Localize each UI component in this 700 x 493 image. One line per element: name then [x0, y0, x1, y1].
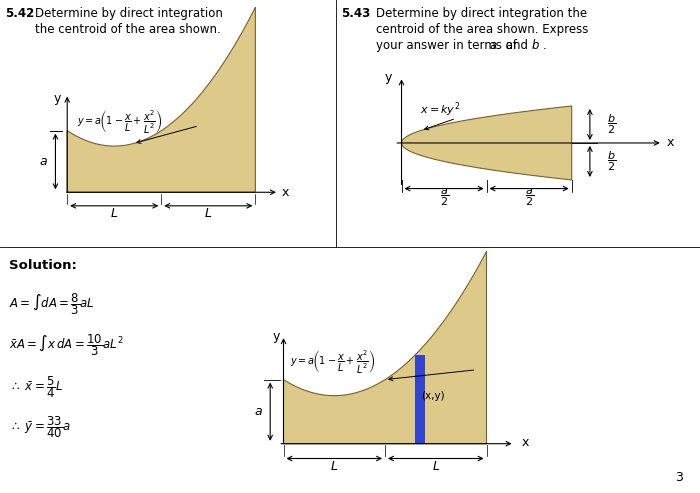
Text: a: a [255, 405, 262, 418]
Text: $A=\int dA=\dfrac{8}{3}aL$: $A=\int dA=\dfrac{8}{3}aL$ [9, 291, 94, 317]
Text: Determine by direct integration the: Determine by direct integration the [376, 7, 587, 20]
Text: .: . [542, 39, 547, 52]
Text: 3: 3 [675, 471, 682, 484]
Text: $\dfrac{b}{2}$: $\dfrac{b}{2}$ [607, 150, 616, 173]
Text: and: and [502, 39, 531, 52]
Text: $y=a\!\left(1-\dfrac{x}{L}+\dfrac{x^2}{L^2}\right)$: $y=a\!\left(1-\dfrac{x}{L}+\dfrac{x^2}{L… [77, 108, 162, 136]
Text: a: a [489, 39, 497, 52]
Text: y: y [53, 92, 61, 105]
Text: your answer in terms of: your answer in terms of [376, 39, 521, 52]
Text: 5.43: 5.43 [342, 7, 371, 20]
Text: x: x [282, 186, 289, 199]
Text: y: y [273, 330, 281, 343]
Text: Solution:: Solution: [9, 259, 77, 272]
Text: x: x [522, 436, 529, 449]
Text: a: a [39, 155, 47, 168]
Text: $\therefore\ \bar{y}=\dfrac{33}{40}a$: $\therefore\ \bar{y}=\dfrac{33}{40}a$ [9, 414, 71, 440]
Text: $L$: $L$ [110, 207, 118, 220]
Text: $y=a\!\left(1-\dfrac{x}{L}+\dfrac{x^2}{L^2}\right)$: $y=a\!\left(1-\dfrac{x}{L}+\dfrac{x^2}{L… [290, 348, 376, 375]
Text: (x,y): (x,y) [421, 391, 444, 401]
Text: x: x [666, 137, 673, 149]
Polygon shape [284, 251, 486, 444]
Text: $\bar{x}A=\int x\,dA=\dfrac{10}{3}aL^2$: $\bar{x}A=\int x\,dA=\dfrac{10}{3}aL^2$ [9, 333, 123, 358]
Text: y: y [385, 71, 393, 84]
Text: $\therefore\ \bar{x}=\dfrac{5}{4}L$: $\therefore\ \bar{x}=\dfrac{5}{4}L$ [9, 375, 63, 400]
Text: $\dfrac{a}{2}$: $\dfrac{a}{2}$ [440, 187, 449, 208]
Polygon shape [416, 354, 425, 444]
Text: b: b [532, 39, 539, 52]
Text: $L$: $L$ [432, 459, 440, 473]
Text: $\dfrac{b}{2}$: $\dfrac{b}{2}$ [607, 113, 616, 136]
Text: $L$: $L$ [330, 459, 338, 473]
Text: $L$: $L$ [204, 207, 212, 220]
Text: 5.42: 5.42 [5, 7, 34, 20]
Text: $x=ky^2$: $x=ky^2$ [420, 100, 460, 119]
Text: the centroid of the area shown.: the centroid of the area shown. [35, 23, 221, 36]
Polygon shape [402, 106, 572, 180]
Text: $\dfrac{a}{2}$: $\dfrac{a}{2}$ [524, 187, 533, 208]
Text: Determine by direct integration: Determine by direct integration [35, 7, 223, 20]
Text: centroid of the area shown. Express: centroid of the area shown. Express [376, 23, 589, 36]
Polygon shape [67, 7, 256, 192]
